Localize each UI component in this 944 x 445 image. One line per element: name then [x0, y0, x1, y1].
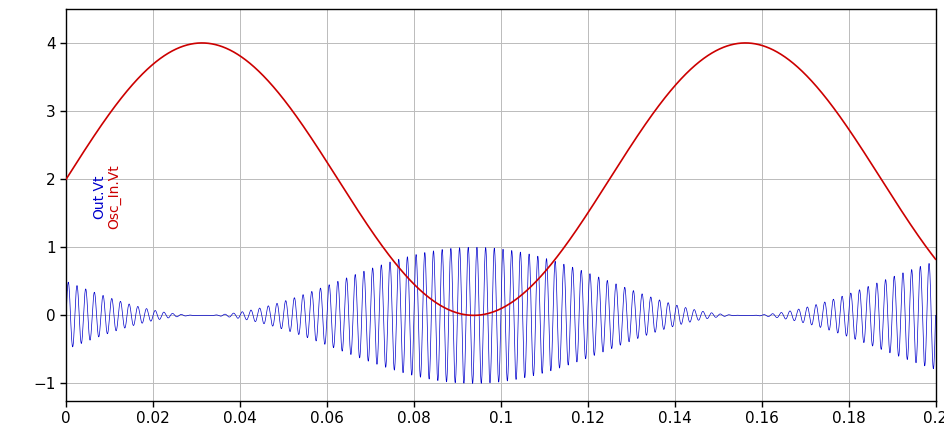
Text: Out.Vt: Out.Vt	[93, 174, 106, 219]
Text: Osc_In.Vt: Osc_In.Vt	[107, 165, 121, 229]
